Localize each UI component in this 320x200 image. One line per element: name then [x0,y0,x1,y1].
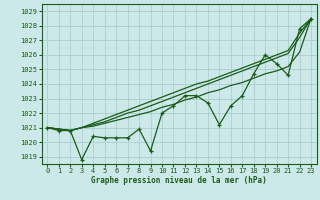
X-axis label: Graphe pression niveau de la mer (hPa): Graphe pression niveau de la mer (hPa) [91,176,267,185]
